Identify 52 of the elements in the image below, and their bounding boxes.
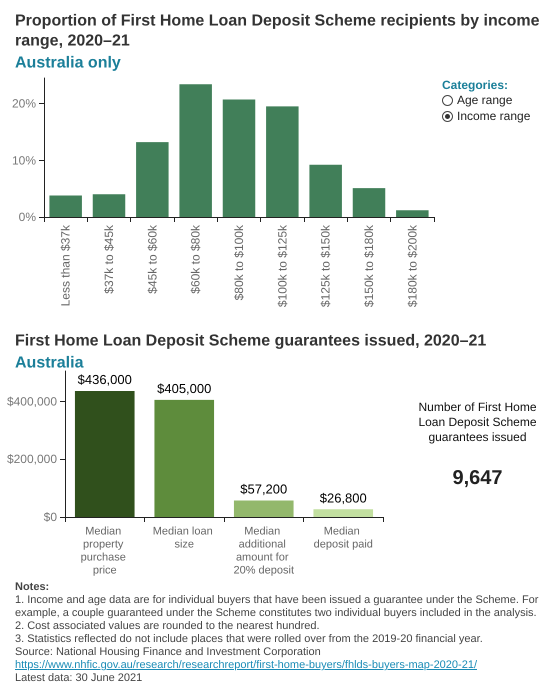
text: 3. Statistics reflected do not include places that were rolled over from the 2019-20 financial year. [15, 633, 484, 646]
text: Age range [456, 93, 512, 107]
x-tick-label: Median property purchase price [80, 526, 129, 576]
x-tick-label: $125k to $150k [318, 224, 333, 308]
x-tick-label: $80k to $100k [232, 224, 246, 300]
bar [309, 164, 342, 217]
bar [136, 142, 169, 217]
text: 9,647 [451, 467, 504, 490]
x-tick-label: Median deposit paid [314, 526, 373, 550]
y-tick-label: 20% [12, 96, 36, 111]
bar [313, 509, 374, 517]
data-label: $436,000 [78, 372, 132, 387]
bar [352, 188, 386, 217]
bar [179, 84, 212, 217]
bar [92, 194, 126, 217]
source-note: Source: National Housing Finance and Investment Corporation [15, 646, 322, 659]
y-tick-label: $400,000 [6, 394, 58, 408]
bar [222, 100, 256, 217]
bar [49, 195, 82, 217]
text: Notes: [15, 581, 50, 594]
x-tick-label: Less than $37k [58, 224, 73, 306]
text: Income range [456, 109, 530, 123]
x-tick-label: $37k to $45k [102, 224, 116, 294]
x-tick-label: $45k to $60k [145, 224, 160, 294]
y-tick-label: $200,000 [6, 452, 58, 466]
text: 1. Income and age data are for individual buyers that have been issued a guarantee under the Scheme. For example, a couple guaranteed under the Scheme constitutes two individual buyers included in the analysis. [15, 594, 540, 620]
bar [234, 500, 294, 517]
data-label: $57,200 [240, 481, 288, 496]
x-tick-label: Median additional amount for 20% deposit [233, 526, 294, 576]
text: Number of First Home Loan Deposit Scheme guarantees issued [417, 400, 538, 445]
x-tick-label: $150k to $180k [362, 224, 376, 308]
data-label: $26,800 [320, 490, 367, 506]
text: Latest data: 30 June 2021 [15, 672, 144, 685]
y-tick-label: 0% [18, 210, 36, 224]
text: 2. Cost associated values are rounded to the nearest hundred. [15, 620, 321, 633]
chart-title: First Home Loan Deposit Scheme guarantees issued, 2020–21 [15, 332, 486, 350]
bar [154, 400, 214, 517]
x-tick-label: $180k to $200k [405, 224, 420, 308]
chart-title: Proportion of First Home Loan Deposit Scheme recipients by income range, 2020–21 [15, 12, 544, 50]
x-tick-label: $60k to $80k [188, 224, 203, 294]
data-label: $405,000 [157, 380, 212, 396]
bar [266, 106, 299, 217]
text: https://www.nhfic.gov.au/research/researchreport/first-home-buyers/fhlds-buyers-map-2020-21/ [15, 659, 478, 672]
chart-subtitle: Australia [15, 354, 84, 372]
bar [396, 210, 429, 217]
x-tick-label: Median loan size [152, 526, 216, 550]
y-tick-label: 10% [12, 153, 36, 168]
text: Categories: [442, 78, 508, 92]
x-tick-label: $100k to $125k [275, 224, 290, 308]
y-tick-label: $0 [44, 510, 58, 524]
chart-subtitle: Australia only [15, 54, 121, 72]
bar [74, 390, 135, 517]
